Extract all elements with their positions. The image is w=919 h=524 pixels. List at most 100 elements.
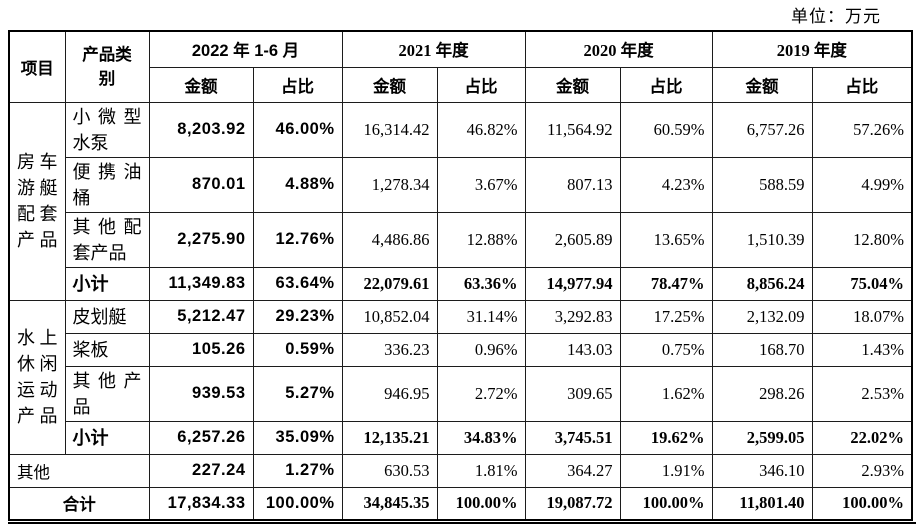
ratio-2021-cell: 46.82% [436,101,526,158]
ratio-2020-cell: 17.25% [619,299,713,334]
ratio-2020-cell: 4.23% [619,156,713,213]
header-ratio-2021: 占比 [436,66,526,103]
category-cell: 小微型水泵 [64,101,150,158]
amount-2019-cell: 11,801.40 [711,486,813,521]
ratio-2022-cell: 0.59% [252,332,343,367]
ratio-2021-cell: 100.00% [436,486,526,521]
amount-2022-cell: 939.53 [148,365,254,422]
header-ratio-2019: 占比 [811,66,913,103]
ratio-2020-cell: 100.00% [619,486,713,521]
header-ratio-2020: 占比 [619,66,713,103]
ratio-2021-cell: 0.96% [436,332,526,367]
ratio-2022-cell: 12.76% [252,211,343,268]
unit-label: 单位：万元 [791,7,881,26]
category-cell: 小计 [64,420,150,455]
group-label-text: 水上休闲运动产品 [17,328,58,426]
ratio-2020-cell: 78.47% [619,266,713,301]
amount-2020-cell: 364.27 [524,453,621,488]
amount-2021-cell: 34,845.35 [341,486,438,521]
ratio-2021-cell: 63.36% [436,266,526,301]
ratio-2022-cell: 4.88% [252,156,343,213]
category-cell: 皮划艇 [64,299,150,334]
amount-2019-cell: 346.10 [711,453,813,488]
header-item: 项目 [8,30,66,103]
amount-2020-cell: 807.13 [524,156,621,213]
ratio-2022-cell: 29.23% [252,299,343,334]
amount-2019-cell: 298.26 [711,365,813,422]
header-period-2021: 2021 年度 [341,30,526,68]
ratio-2021-cell: 34.83% [436,420,526,455]
group-label-text: 房车游艇配套产品 [17,152,58,250]
header-amount-2022: 金额 [148,66,254,103]
amount-2019-cell: 1,510.39 [711,211,813,268]
ratio-2021-cell: 12.88% [436,211,526,268]
header-amount-2021: 金额 [341,66,438,103]
ratio-2020-cell: 19.62% [619,420,713,455]
header-category-label: 产品类别 [82,45,132,88]
amount-2020-cell: 143.03 [524,332,621,367]
ratio-2019-cell: 57.26% [811,101,913,158]
amount-2021-cell: 946.95 [341,365,438,422]
table-row: 其他产品 939.53 5.27% 946.95 2.72% 309.65 1.… [9,365,913,422]
ratio-2020-cell: 1.62% [619,365,713,422]
amount-2019-cell: 6,757.26 [711,101,813,158]
table-row: 桨板 105.26 0.59% 336.23 0.96% 143.03 0.75… [9,332,913,367]
amount-2020-cell: 2,605.89 [524,211,621,268]
ratio-2020-cell: 13.65% [619,211,713,268]
amount-2019-cell: 168.70 [711,332,813,367]
amount-2020-cell: 3,292.83 [524,299,621,334]
table-header-row: 项目 产品类别 2022 年 1-6 月 2021 年度 2020 年度 201… [8,30,913,103]
ratio-2022-cell: 63.64% [252,266,343,301]
header-amount-2020: 金额 [524,66,621,103]
ratio-2019-cell: 2.93% [811,453,913,488]
amount-2020-cell: 3,745.51 [524,420,621,455]
header-period-2022: 2022 年 1-6 月 [148,30,343,68]
category-cell: 其他产品 [64,365,150,422]
ratio-2022-cell: 1.27% [252,453,343,488]
amount-2022-cell: 2,275.90 [148,211,254,268]
amount-2022-cell: 6,257.26 [148,420,254,455]
group-label-water-sports: 水上休闲运动产品 [8,299,66,455]
header-ratio-2022: 占比 [252,66,343,103]
header-period-2019: 2019 年度 [711,30,913,68]
amount-2021-cell: 22,079.61 [341,266,438,301]
ratio-2022-cell: 5.27% [252,365,343,422]
ratio-2022-cell: 35.09% [252,420,343,455]
amount-2022-cell: 8,203.92 [148,101,254,158]
amount-2021-cell: 630.53 [341,453,438,488]
category-cell: 便携油桶 [64,156,150,213]
header-period-2020: 2020 年度 [524,30,713,68]
amount-2022-cell: 17,834.33 [148,486,254,521]
ratio-2022-cell: 100.00% [252,486,343,521]
amount-2021-cell: 16,314.42 [341,101,438,158]
ratio-2019-cell: 4.99% [811,156,913,213]
amount-2019-cell: 2,599.05 [711,420,813,455]
amount-2020-cell: 11,564.92 [524,101,621,158]
header-amount-2019: 金额 [711,66,813,103]
ratio-2019-cell: 75.04% [811,266,913,301]
ratio-2021-cell: 31.14% [436,299,526,334]
amount-2022-cell: 870.01 [148,156,254,213]
group-label-rv-yacht: 房车游艇配套产品 [8,101,66,301]
amount-2019-cell: 8,856.24 [711,266,813,301]
amount-2020-cell: 19,087.72 [524,486,621,521]
amount-2021-cell: 336.23 [341,332,438,367]
amount-2019-cell: 2,132.09 [711,299,813,334]
amount-2020-cell: 14,977.94 [524,266,621,301]
total-label: 合计 [8,486,150,521]
ratio-2019-cell: 18.07% [811,299,913,334]
table-row: 房车游艇配套产品 小微型水泵 8,203.92 46.00% 16,314.42… [8,101,913,301]
amount-2022-cell: 227.24 [148,453,254,488]
ratio-2019-cell: 22.02% [811,420,913,455]
other-label: 其他 [8,453,150,488]
amount-2022-cell: 5,212.47 [148,299,254,334]
category-cell: 桨板 [64,332,150,367]
amount-2021-cell: 4,486.86 [341,211,438,268]
ratio-2019-cell: 2.53% [811,365,913,422]
ratio-2020-cell: 1.91% [619,453,713,488]
amount-2021-cell: 1,278.34 [341,156,438,213]
category-cell: 其他配套产品 [64,211,150,268]
products-revenue-table: 项目 产品类别 2022 年 1-6 月 2021 年度 2020 年度 201… [8,30,913,521]
amount-2019-cell: 588.59 [711,156,813,213]
